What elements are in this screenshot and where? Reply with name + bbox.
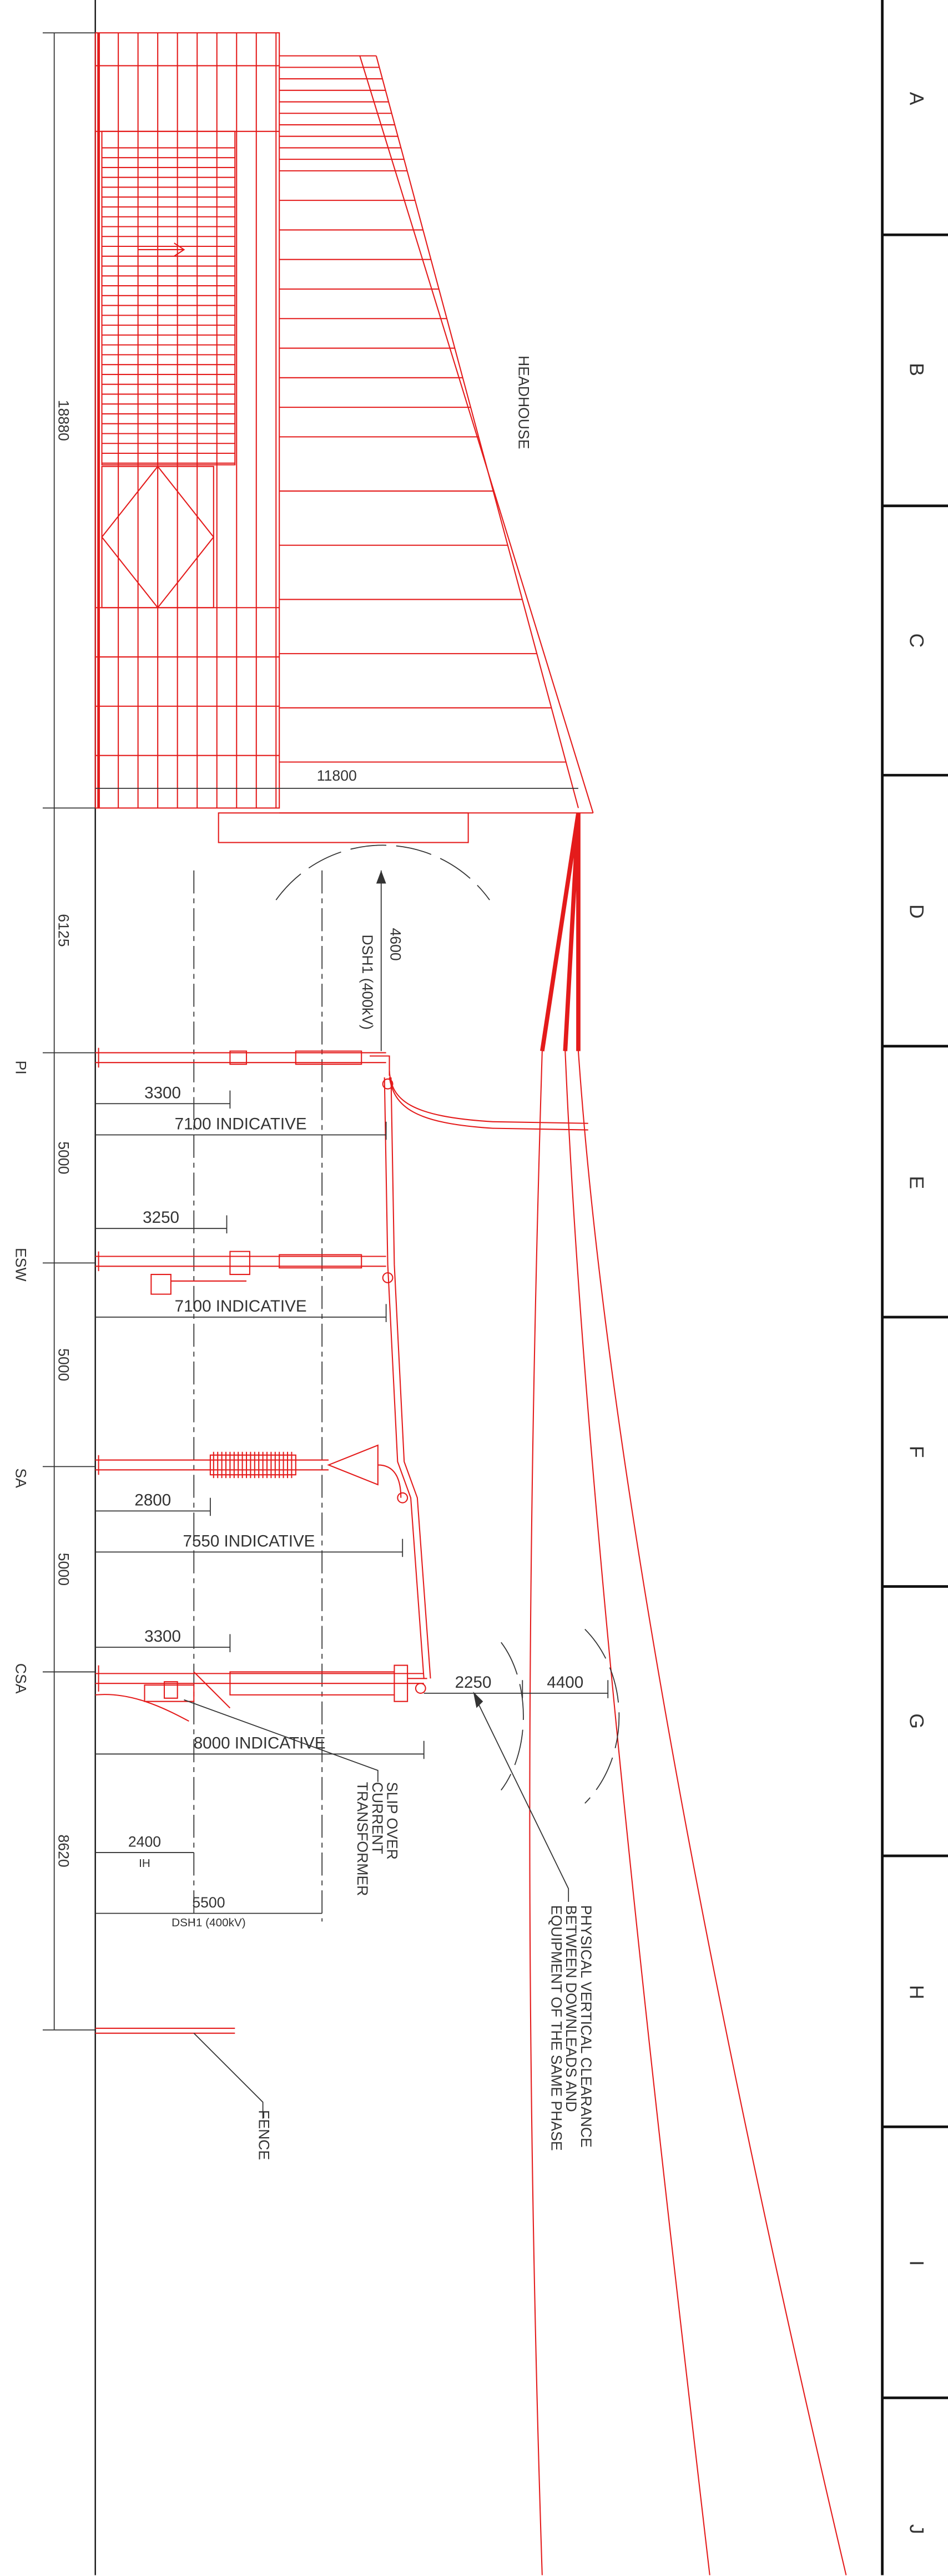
equipment-label: ESW [12, 1248, 29, 1282]
grid-label: I [905, 2260, 927, 2266]
dimension-label: 11800 [317, 767, 357, 784]
clearance-note: PHYSICAL VERTICAL CLEARANCE BETWEEN DOWN… [548, 1905, 594, 2152]
clearance-value: 4600 [387, 928, 404, 960]
equipment-label: SA [12, 1468, 29, 1488]
leader-line [193, 2033, 264, 2119]
grid-label: J [905, 2524, 927, 2534]
grid-label: G [905, 1713, 927, 1729]
clamp [415, 1683, 426, 1694]
note-line: BETWEEN DOWNLEADS AND [563, 1905, 579, 2112]
dimension-label: 18880 [55, 400, 72, 441]
clamp [382, 1078, 394, 1090]
dimension-label: 7100 INDICATIVE [175, 1297, 307, 1315]
dimension-label: 5500 [192, 1894, 225, 1911]
post-insulator [95, 1047, 390, 1076]
grid-label: C [905, 634, 927, 648]
arrester-fins [213, 1451, 293, 1479]
arrow-head [376, 870, 386, 884]
dimension-label: 3300 [144, 1084, 181, 1102]
dimension-sublabel: DSH1 (400kV) [172, 1916, 246, 1929]
ct-note: SLIP OVER CURRENT TRANSFORMER [354, 1782, 400, 1896]
note-line: TRANSFORMER [354, 1782, 371, 1896]
dimension-label: 3300 [144, 1627, 181, 1646]
grid-label: D [905, 904, 927, 919]
dimension-label: 5000 [55, 1141, 72, 1174]
equipment-label: CSA [12, 1663, 29, 1694]
note-line: PHYSICAL VERTICAL CLEARANCE [578, 1905, 594, 2148]
dimension-label: 2800 [134, 1491, 171, 1509]
note-line: EQUIPMENT OF THE SAME PHASE [548, 1905, 564, 2151]
cable-sealing-end [95, 1664, 427, 1722]
dimension-sublabel: IH [139, 1857, 150, 1870]
fence-label: FENCE [256, 2110, 273, 2160]
grid-label: H [905, 1985, 927, 2000]
equipment [95, 1047, 588, 1722]
insulator-string [540, 812, 581, 1052]
headhouse: HEADHOUSE 11800 [94, 32, 594, 843]
dimension-label: 3250 [143, 1208, 179, 1227]
leader-line [184, 1699, 379, 1782]
dimension-label: 6125 [55, 914, 72, 947]
clearance-arc [275, 844, 490, 900]
horizontal-dimensions: 3300 7100 INDICATIVE 3250 7100 INDICATIVE 28… [95, 1084, 609, 1759]
downlead [384, 1077, 431, 1679]
clearance-arc [584, 1628, 620, 1804]
clamp [397, 1492, 409, 1504]
dimension-label: 7550 INDICATIVE [183, 1532, 315, 1550]
grid-label: F [905, 1446, 927, 1458]
dimension-label: 5000 [55, 1348, 72, 1381]
dimension-label: 7100 INDICATIVE [175, 1115, 307, 1133]
downleads [529, 812, 847, 2575]
dimension-label: 8620 [55, 1834, 72, 1867]
dimension-ticks [42, 32, 95, 2031]
dimension-label: 5000 [55, 1553, 72, 1586]
roof-edge [359, 55, 594, 813]
vertical-dimensions [42, 32, 95, 2031]
fence [95, 2027, 235, 2034]
dimension-label: 2250 [455, 1673, 492, 1692]
roof-edge [375, 55, 579, 808]
clearance-label: DSH1 (400kV) [359, 934, 376, 1030]
connector [389, 1070, 588, 1131]
grid-ticks [882, 233, 948, 2400]
base-block [218, 812, 469, 843]
headhouse-label: HEADHOUSE [515, 356, 532, 449]
dimension-label: 8000 INDICATIVE [194, 1734, 326, 1752]
downlead [529, 1051, 543, 2575]
building-outline [94, 32, 280, 809]
downlead [577, 1051, 847, 2575]
dimension-label: 2400 [128, 1833, 161, 1850]
clearance-arc [501, 1642, 524, 1791]
earth-switch [95, 1251, 386, 1295]
grid-label: B [905, 363, 927, 376]
roof-lines [279, 67, 566, 763]
grid-label: E [905, 1176, 927, 1189]
grid-label: A [905, 92, 927, 105]
note-line: SLIP OVER [384, 1782, 400, 1860]
clamp [382, 1272, 394, 1283]
dimension-label: 4400 [547, 1673, 583, 1692]
downlead [564, 1051, 710, 2575]
leader-line [476, 1699, 569, 1902]
note-line: CURRENT [369, 1782, 386, 1854]
panel [101, 130, 236, 465]
equipment-label: PI [12, 1061, 29, 1075]
arrow-head [473, 1691, 483, 1708]
surge-arrester [95, 1444, 402, 1498]
building-grid [95, 33, 280, 808]
